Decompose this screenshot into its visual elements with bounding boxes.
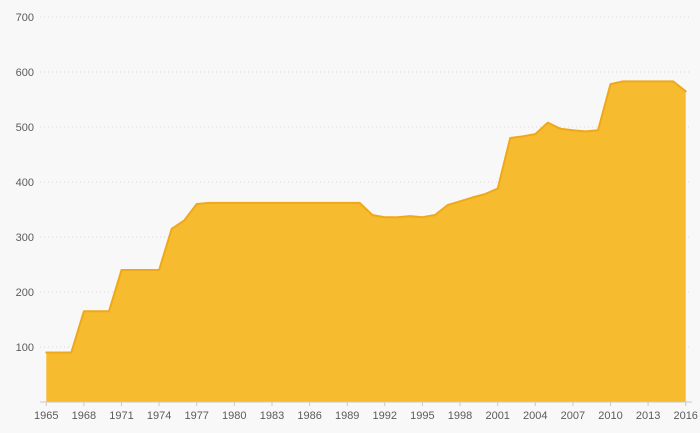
x-axis-tick-label: 1968: [72, 410, 96, 422]
x-axis-tick-label: 2010: [598, 410, 622, 422]
x-axis-tick-label: 2001: [485, 410, 509, 422]
y-axis-labels: 100 200 300 400 500 600 700: [16, 12, 34, 354]
x-axis-tick-label: 1995: [410, 410, 434, 422]
area-series-line: [45, 80, 687, 354]
y-axis-tick-label: 600: [16, 67, 34, 79]
x-axis-tick-label: 1989: [335, 410, 359, 422]
x-axis-tick-label: 1977: [184, 410, 208, 422]
x-axis-labels: 1965 1968 1971 1974 1977 1980 1983 1986 1989 1992…: [34, 402, 698, 422]
x-axis-tick-label: 1965: [34, 410, 58, 422]
x-axis-tick-label: 1998: [448, 410, 472, 422]
y-axis-tick-label: 100: [16, 342, 34, 354]
x-axis-tick-label: 2016: [673, 410, 697, 422]
y-axis-tick-label: 500: [16, 122, 34, 134]
x-axis-tick-label: 2004: [523, 410, 547, 422]
x-axis-tick-label: 1992: [373, 410, 397, 422]
x-axis-tick-label: 1971: [109, 410, 133, 422]
y-axis-tick-label: 400: [16, 177, 34, 189]
x-axis-tick-label: 2007: [561, 410, 585, 422]
y-axis-tick-label: 200: [16, 287, 34, 299]
x-axis-tick-label: 1983: [260, 410, 284, 422]
y-axis-tick-label: 700: [16, 12, 34, 24]
x-axis-tick-label: 1980: [222, 410, 246, 422]
x-axis-tick-label: 1974: [147, 410, 171, 422]
x-axis-tick-label: 1986: [297, 410, 321, 422]
area-series: [46, 81, 686, 403]
y-axis-tick-label: 300: [16, 232, 34, 244]
x-axis-tick-label: 2013: [636, 410, 660, 422]
